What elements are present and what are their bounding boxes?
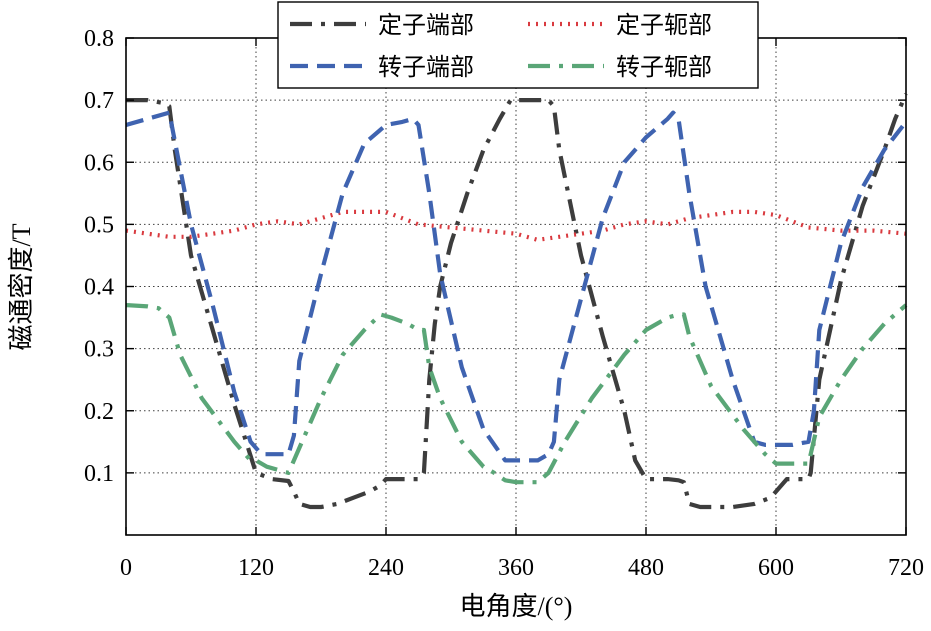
series-line-4	[125, 303, 908, 485]
series-layer	[125, 93, 908, 510]
y-tick-label: 0.7	[84, 88, 114, 114]
y-tick-label: 0.4	[84, 275, 114, 301]
legend-box	[277, 1, 759, 89]
legend-label-3: 转子端部	[378, 54, 474, 81]
series-line-1	[126, 93, 908, 510]
tick-labels: 0 120 240 360 480 600 720 0.1 0.2 0.3 0.4 0.5 0.6 0.7…	[84, 26, 924, 581]
y-axis-title: 磁通密度/T	[7, 223, 36, 350]
y-tick-label: 0.6	[84, 150, 114, 176]
x-tick-label: 120	[238, 555, 274, 581]
y-tick-label: 0.3	[84, 337, 114, 363]
y-tick-label: 0.8	[84, 26, 114, 52]
x-tick-label: 720	[888, 555, 924, 581]
y-tick-label: 0.5	[84, 212, 114, 238]
grid	[126, 38, 906, 535]
x-tick-label: 360	[498, 555, 534, 581]
x-tick-label: 240	[368, 555, 404, 581]
legend-label-2: 定子轭部	[616, 12, 712, 39]
y-tick-label: 0.2	[84, 399, 114, 425]
legend-label-1: 定子端部	[378, 12, 474, 39]
x-tick-label: 0	[120, 555, 132, 581]
series-line-2	[125, 209, 907, 242]
y-tick-label: 0.1	[84, 461, 114, 487]
legend-label-4: 转子轭部	[616, 54, 712, 81]
x-tick-label: 600	[758, 555, 794, 581]
series-line-3	[125, 110, 908, 463]
x-tick-label: 480	[628, 555, 664, 581]
x-axis-title: 电角度/(°)	[460, 592, 573, 621]
